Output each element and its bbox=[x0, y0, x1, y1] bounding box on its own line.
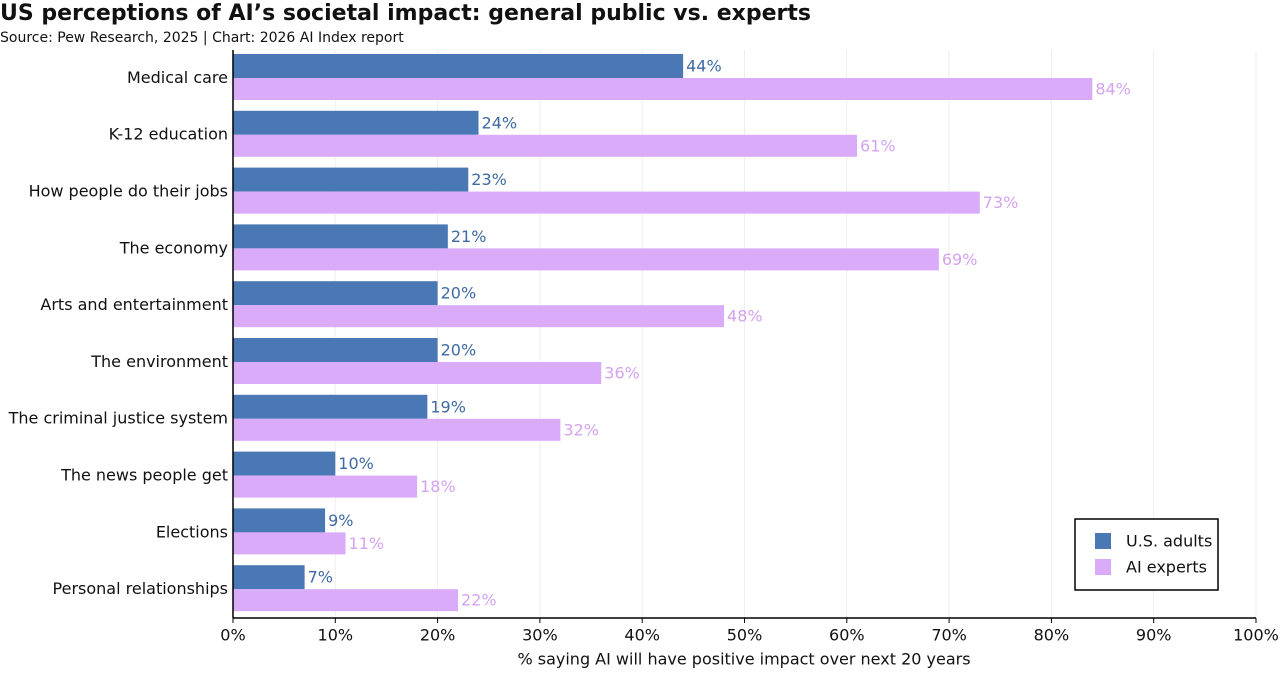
legend-label: U.S. adults bbox=[1126, 532, 1212, 551]
x-tick-label: 80% bbox=[1034, 626, 1070, 645]
legend-swatch bbox=[1095, 533, 1111, 549]
bar bbox=[233, 191, 980, 214]
value-label: 20% bbox=[441, 341, 477, 360]
value-label: 48% bbox=[727, 307, 763, 326]
value-label: 24% bbox=[482, 113, 518, 132]
bar bbox=[233, 532, 346, 555]
value-label: 22% bbox=[461, 591, 497, 610]
y-tick-label: K-12 education bbox=[109, 125, 228, 144]
value-label: 10% bbox=[338, 454, 374, 473]
legend-box bbox=[1074, 518, 1219, 591]
x-tick-label: 90% bbox=[1136, 626, 1172, 645]
bar bbox=[233, 565, 305, 590]
chart-subtitle: Source: Pew Research, 2025 | Chart: 2026… bbox=[0, 30, 404, 46]
y-tick-label: The environment bbox=[90, 352, 228, 371]
value-label: 18% bbox=[420, 477, 456, 496]
value-label: 84% bbox=[1095, 80, 1131, 99]
bar bbox=[233, 508, 326, 533]
value-label: 19% bbox=[430, 397, 466, 416]
x-tick-label: 30% bbox=[522, 626, 558, 645]
value-label: 9% bbox=[328, 511, 353, 530]
bar bbox=[233, 451, 336, 476]
bar bbox=[233, 110, 479, 135]
bar bbox=[233, 394, 428, 419]
x-axis-label: % saying AI will have positive impact ov… bbox=[517, 650, 970, 669]
y-tick-label: Personal relationships bbox=[53, 579, 228, 598]
x-tick-label: 70% bbox=[931, 626, 967, 645]
bar bbox=[233, 78, 1093, 100]
bar bbox=[233, 167, 469, 192]
value-label: 32% bbox=[563, 420, 599, 439]
bar bbox=[233, 224, 448, 249]
x-tick-label: 100% bbox=[1233, 626, 1279, 645]
y-tick-label: The criminal justice system bbox=[8, 409, 228, 428]
bar bbox=[233, 362, 602, 384]
legend-swatch bbox=[1095, 559, 1111, 575]
y-tick-label: The news people get bbox=[60, 466, 228, 485]
y-tick-label: Medical care bbox=[127, 68, 228, 87]
bar bbox=[233, 589, 459, 612]
x-tick-label: 0% bbox=[220, 626, 245, 645]
value-label: 36% bbox=[604, 364, 640, 383]
value-label: 20% bbox=[441, 284, 477, 303]
x-tick-label: 40% bbox=[624, 626, 660, 645]
bar bbox=[233, 475, 418, 498]
x-tick-label: 20% bbox=[420, 626, 456, 645]
value-label: 21% bbox=[451, 227, 487, 246]
x-tick-label: 50% bbox=[727, 626, 763, 645]
value-label: 7% bbox=[308, 568, 333, 587]
value-label: 69% bbox=[942, 250, 978, 269]
value-label: 44% bbox=[686, 57, 722, 76]
x-tick-label: 60% bbox=[829, 626, 865, 645]
legend-label: AI experts bbox=[1126, 558, 1207, 577]
chart-title: US perceptions of AI’s societal impact: … bbox=[0, 1, 811, 26]
bar bbox=[233, 305, 725, 328]
y-tick-label: How people do their jobs bbox=[29, 182, 228, 201]
x-tick-label: 10% bbox=[318, 626, 354, 645]
bar bbox=[233, 54, 684, 78]
bar bbox=[233, 418, 561, 441]
value-label: 23% bbox=[471, 170, 507, 189]
value-label: 11% bbox=[349, 534, 385, 553]
y-tick-label: Arts and entertainment bbox=[40, 295, 228, 314]
value-label: 73% bbox=[983, 193, 1019, 212]
bar bbox=[233, 248, 939, 271]
bar bbox=[233, 338, 438, 362]
y-tick-label: The economy bbox=[119, 238, 228, 257]
bar bbox=[233, 281, 438, 306]
bar bbox=[233, 134, 858, 157]
value-label: 61% bbox=[860, 136, 896, 155]
y-tick-label: Elections bbox=[156, 522, 228, 541]
